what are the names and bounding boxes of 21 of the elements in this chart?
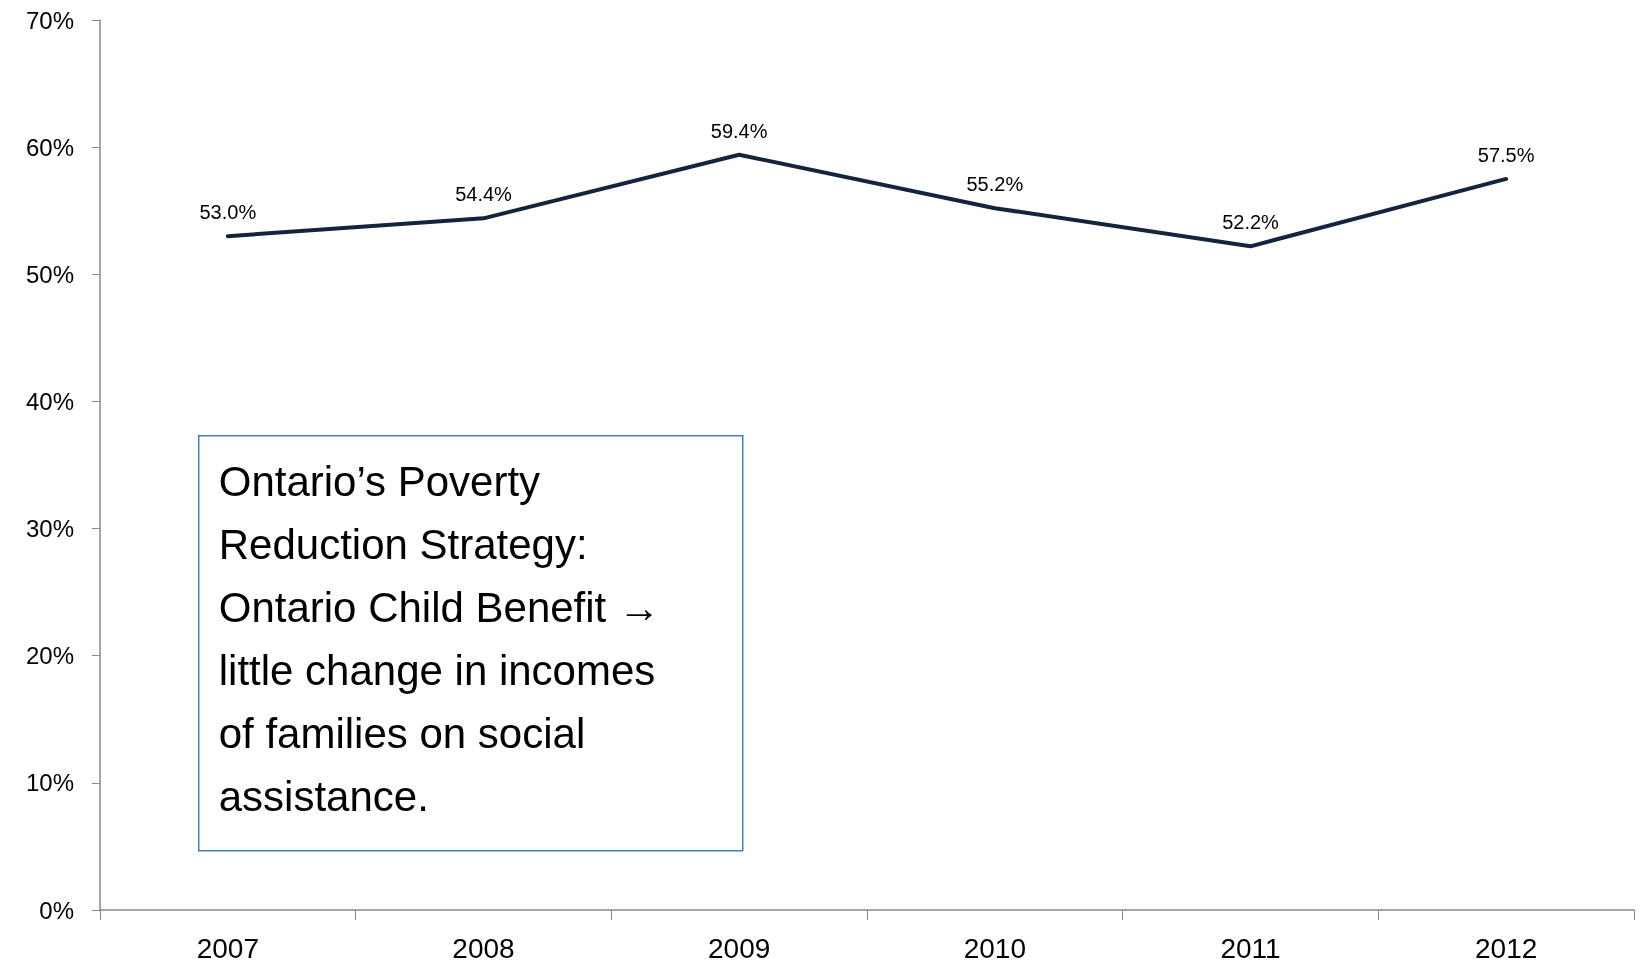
y-tick-label: 40% bbox=[25, 387, 74, 415]
data-label: 59.4% bbox=[710, 119, 768, 142]
x-tick-label: 2012 bbox=[1475, 932, 1538, 964]
x-tick-label: 2011 bbox=[1220, 932, 1281, 964]
x-tick-label: 2007 bbox=[196, 932, 259, 964]
y-tick-label: 0% bbox=[39, 896, 74, 924]
data-label: 55.2% bbox=[966, 173, 1024, 196]
y-tick-label: 10% bbox=[25, 769, 74, 797]
annotation: Ontario’s Poverty Reduction Strategy: Ontario Child Benefit → little change in incomes of families on social assistance. bbox=[218, 457, 672, 820]
x-tick-label: 2008 bbox=[452, 932, 515, 964]
y-tick-label: 30% bbox=[25, 515, 74, 543]
data-label: 54.4% bbox=[455, 183, 513, 206]
data-label: 52.2% bbox=[1222, 211, 1280, 234]
x-tick-label: 2010 bbox=[963, 932, 1026, 964]
data-label: 53.0% bbox=[199, 201, 257, 224]
y-tick-label: 60% bbox=[25, 133, 74, 161]
x-tick-label: 2009 bbox=[708, 932, 771, 964]
y-tick-label: 50% bbox=[25, 260, 74, 288]
y-tick-label: 20% bbox=[25, 642, 74, 670]
data-label: 57.5% bbox=[1477, 143, 1535, 166]
y-tick-label: 70% bbox=[25, 6, 74, 34]
